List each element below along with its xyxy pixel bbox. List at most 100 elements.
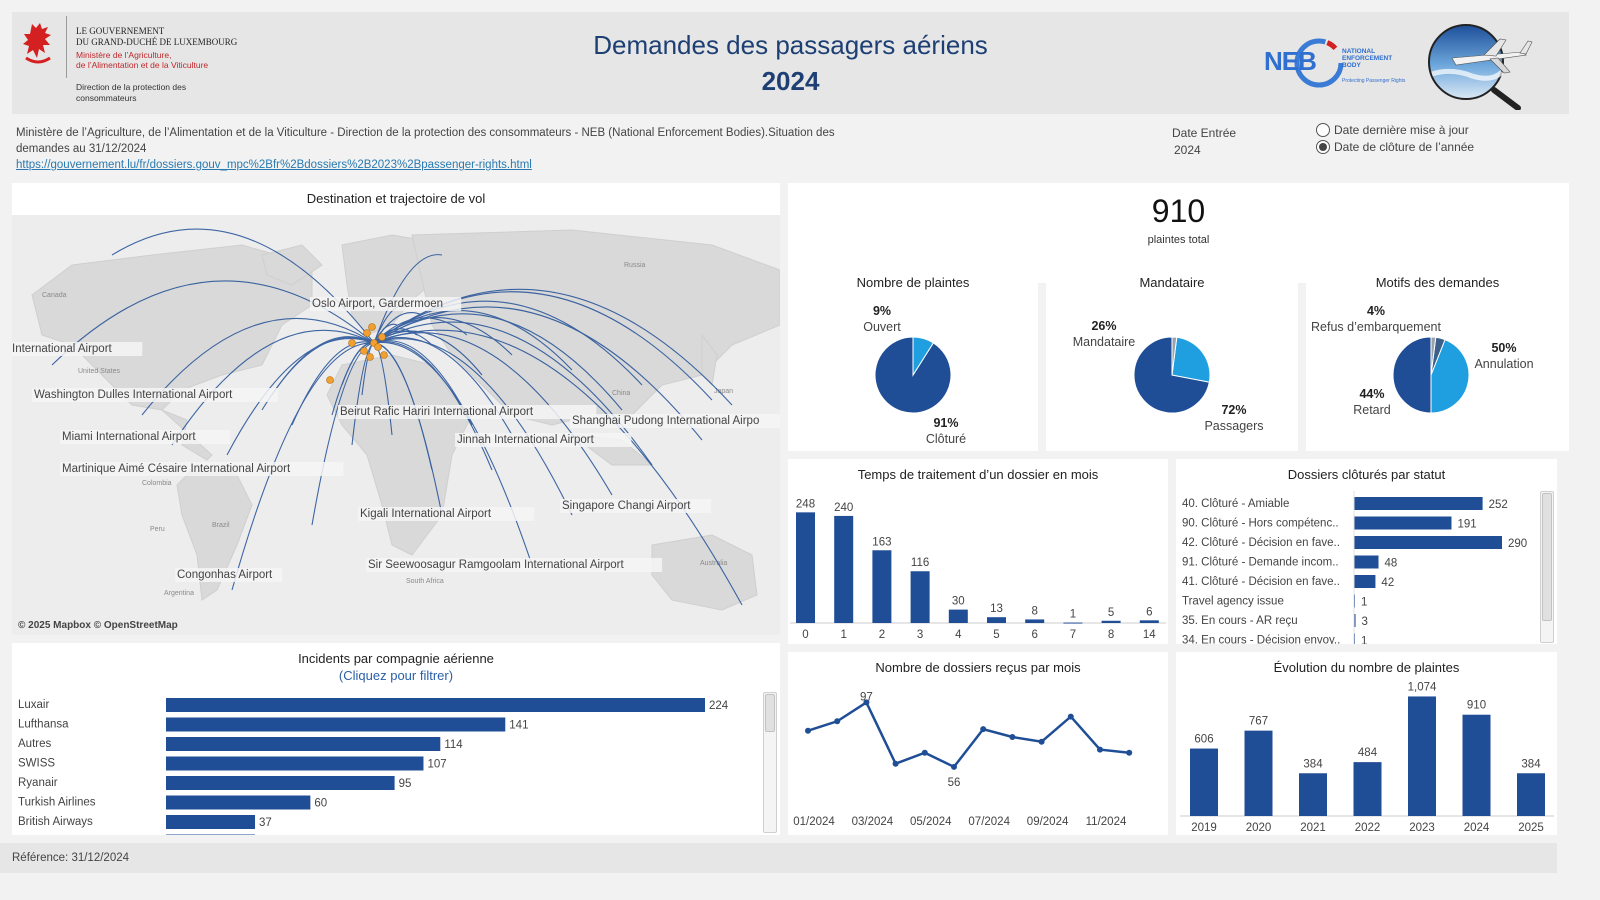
- status-row-label[interactable]: 34. En cours - Décision envoy..: [1182, 635, 1340, 645]
- radio-option-last-update[interactable]: Date dernière mise à jour: [1316, 122, 1474, 139]
- status-bar[interactable]: [1354, 555, 1379, 569]
- airlines-scrollbar[interactable]: [763, 692, 777, 833]
- status-row-label[interactable]: 90. Clôturé - Hors compétenc..: [1182, 518, 1339, 530]
- airport-marker[interactable]: [368, 323, 376, 331]
- status-row-label[interactable]: 35. En cours - AR reçu: [1182, 615, 1298, 627]
- airport-marker[interactable]: [360, 347, 368, 355]
- airport-marker[interactable]: [378, 333, 386, 341]
- evolution-bar[interactable]: [1244, 730, 1273, 816]
- airport-label[interactable]: Sir Seewoosagur Ramgoolam International …: [368, 559, 624, 571]
- processing-bar[interactable]: [834, 515, 854, 623]
- airline-bar[interactable]: [166, 756, 424, 771]
- pie-slice[interactable]: [1430, 339, 1470, 414]
- airlines-bar-chart[interactable]: Luxair 224 Lufthansa 141 Autres 114 SWISS 107 Ry…: [12, 693, 762, 835]
- airport-label[interactable]: Beirut Rafic Hariri International Airpor…: [340, 406, 534, 418]
- monthly-point[interactable]: [1009, 734, 1016, 740]
- status-row-label[interactable]: 40. Clôturé - Amiable: [1182, 498, 1289, 510]
- status-row-label[interactable]: 41. Clôturé - Décision en fave..: [1182, 576, 1340, 588]
- airport-label[interactable]: Martinique Aimé Césaire International Ai…: [62, 463, 291, 475]
- processing-bar[interactable]: [1139, 620, 1159, 623]
- airport-markers[interactable]: [326, 323, 388, 384]
- monthly-point[interactable]: [921, 749, 928, 756]
- airline-row-label[interactable]: British Airways: [18, 816, 93, 828]
- processing-bar[interactable]: [1025, 619, 1045, 623]
- processing-bar[interactable]: [948, 609, 968, 623]
- airport-label[interactable]: Shanghai Pudong International Airpo: [572, 415, 759, 427]
- evolution-bar[interactable]: [1299, 773, 1327, 816]
- radio-option-year-close[interactable]: Date de clôture de l’année: [1316, 139, 1474, 156]
- monthly-line[interactable]: [807, 700, 1130, 769]
- status-row-label[interactable]: 42. Clôturé - Décision en fave..: [1182, 537, 1340, 549]
- airline-bar[interactable]: [166, 776, 395, 790]
- status-bar[interactable]: [1354, 516, 1452, 530]
- airport-label[interactable]: International Airport: [12, 343, 113, 355]
- airline-row-label[interactable]: Turkish Airlines: [18, 797, 96, 809]
- processing-bar[interactable]: [910, 571, 930, 623]
- airline-bar[interactable]: [166, 737, 441, 751]
- pie-chart-mandataire[interactable]: 26% Mandataire 72% Passagers: [1046, 283, 1298, 451]
- monthly-point[interactable]: [1067, 713, 1074, 720]
- pie-slice[interactable]: [1171, 336, 1178, 376]
- airport-label[interactable]: Singapore Changi Airport: [562, 500, 691, 512]
- flight-map[interactable]: Canada United States Russia China Japan …: [12, 215, 780, 635]
- monthly-point[interactable]: [863, 699, 870, 706]
- monthly-point[interactable]: [980, 726, 987, 733]
- airline-row-label[interactable]: Ryanair: [18, 777, 58, 789]
- airline-bar[interactable]: [166, 795, 311, 810]
- status-bar[interactable]: [1354, 497, 1483, 510]
- evolution-bar-chart[interactable]: 606 2019 767 2020 384 2021 484 2022 1,074 2023 910…: [1176, 682, 1557, 835]
- processing-bar[interactable]: [1101, 620, 1121, 623]
- evolution-bar[interactable]: [1517, 773, 1545, 816]
- airline-row-label[interactable]: SWISS: [18, 758, 55, 770]
- monthly-line-chart[interactable]: 97 56 01/2024 03/2024 05/2024 07/2024 09/2024 1…: [788, 682, 1168, 835]
- evolution-bar[interactable]: [1353, 762, 1382, 816]
- date-filter-value[interactable]: 2024: [1174, 143, 1201, 157]
- evolution-bar[interactable]: [1408, 696, 1436, 816]
- airport-label[interactable]: Congonhas Airport: [177, 569, 273, 581]
- airport-marker[interactable]: [363, 329, 371, 337]
- processing-bar[interactable]: [872, 550, 892, 623]
- airport-marker[interactable]: [326, 376, 334, 384]
- airline-row-label[interactable]: Luxair: [18, 699, 49, 711]
- airport-label[interactable]: Oslo Airport, Gardermoen: [312, 298, 443, 310]
- status-row-label[interactable]: Travel agency issue: [1182, 596, 1284, 608]
- status-bar[interactable]: [1354, 614, 1356, 627]
- status-scrollbar[interactable]: [1540, 491, 1554, 643]
- evolution-bar[interactable]: [1190, 748, 1218, 816]
- status-row-label[interactable]: 91. Clôturé - Demande incom..: [1182, 557, 1339, 569]
- airport-marker[interactable]: [366, 353, 374, 361]
- monthly-point[interactable]: [1038, 738, 1045, 745]
- status-scrollbar-thumb[interactable]: [1542, 493, 1552, 621]
- pie-chart-status[interactable]: 9% Ouvert 91% Clôturé: [788, 283, 1038, 451]
- pie-slice[interactable]: [1171, 336, 1211, 383]
- airline-bar[interactable]: [166, 815, 256, 829]
- airline-row-label[interactable]: Lufthansa: [18, 719, 69, 731]
- airport-marker[interactable]: [374, 343, 382, 351]
- airport-marker[interactable]: [348, 339, 356, 347]
- info-link[interactable]: https://gouvernement.lu/fr/dossiers.gouv…: [16, 159, 532, 171]
- airport-label[interactable]: Miami International Airport: [62, 431, 196, 443]
- airline-bar[interactable]: [166, 698, 705, 712]
- pie-chart-motifs[interactable]: 4% Refus d’embarquement 50% Annulation 44% Re…: [1306, 283, 1569, 451]
- evolution-bar[interactable]: [1462, 714, 1491, 816]
- airport-marker[interactable]: [380, 351, 388, 359]
- monthly-point[interactable]: [892, 760, 899, 767]
- airlines-filter-hint[interactable]: (Cliquez pour filtrer): [338, 668, 454, 683]
- airport-label[interactable]: Jinnah International Airport: [457, 434, 595, 446]
- status-bar[interactable]: [1354, 536, 1502, 549]
- processing-bar[interactable]: [796, 512, 815, 623]
- pie-slice[interactable]: [1392, 336, 1432, 414]
- processing-bar[interactable]: [1063, 622, 1083, 624]
- monthly-point[interactable]: [1097, 746, 1103, 753]
- radio-icon[interactable]: [1316, 123, 1330, 137]
- monthly-point[interactable]: [1126, 749, 1133, 756]
- monthly-point[interactable]: [805, 727, 811, 734]
- monthly-point[interactable]: [951, 763, 957, 770]
- pie-slice[interactable]: [1430, 336, 1437, 376]
- radio-selected-icon[interactable]: [1316, 140, 1330, 154]
- airlines-scrollbar-thumb[interactable]: [765, 694, 775, 732]
- status-bar-chart[interactable]: 40. Clôturé - Amiable 252 90. Clôturé - Ho…: [1176, 491, 1538, 644]
- airport-label[interactable]: Washington Dulles International Airport: [34, 389, 233, 401]
- airline-row-label[interactable]: Autres: [18, 738, 51, 750]
